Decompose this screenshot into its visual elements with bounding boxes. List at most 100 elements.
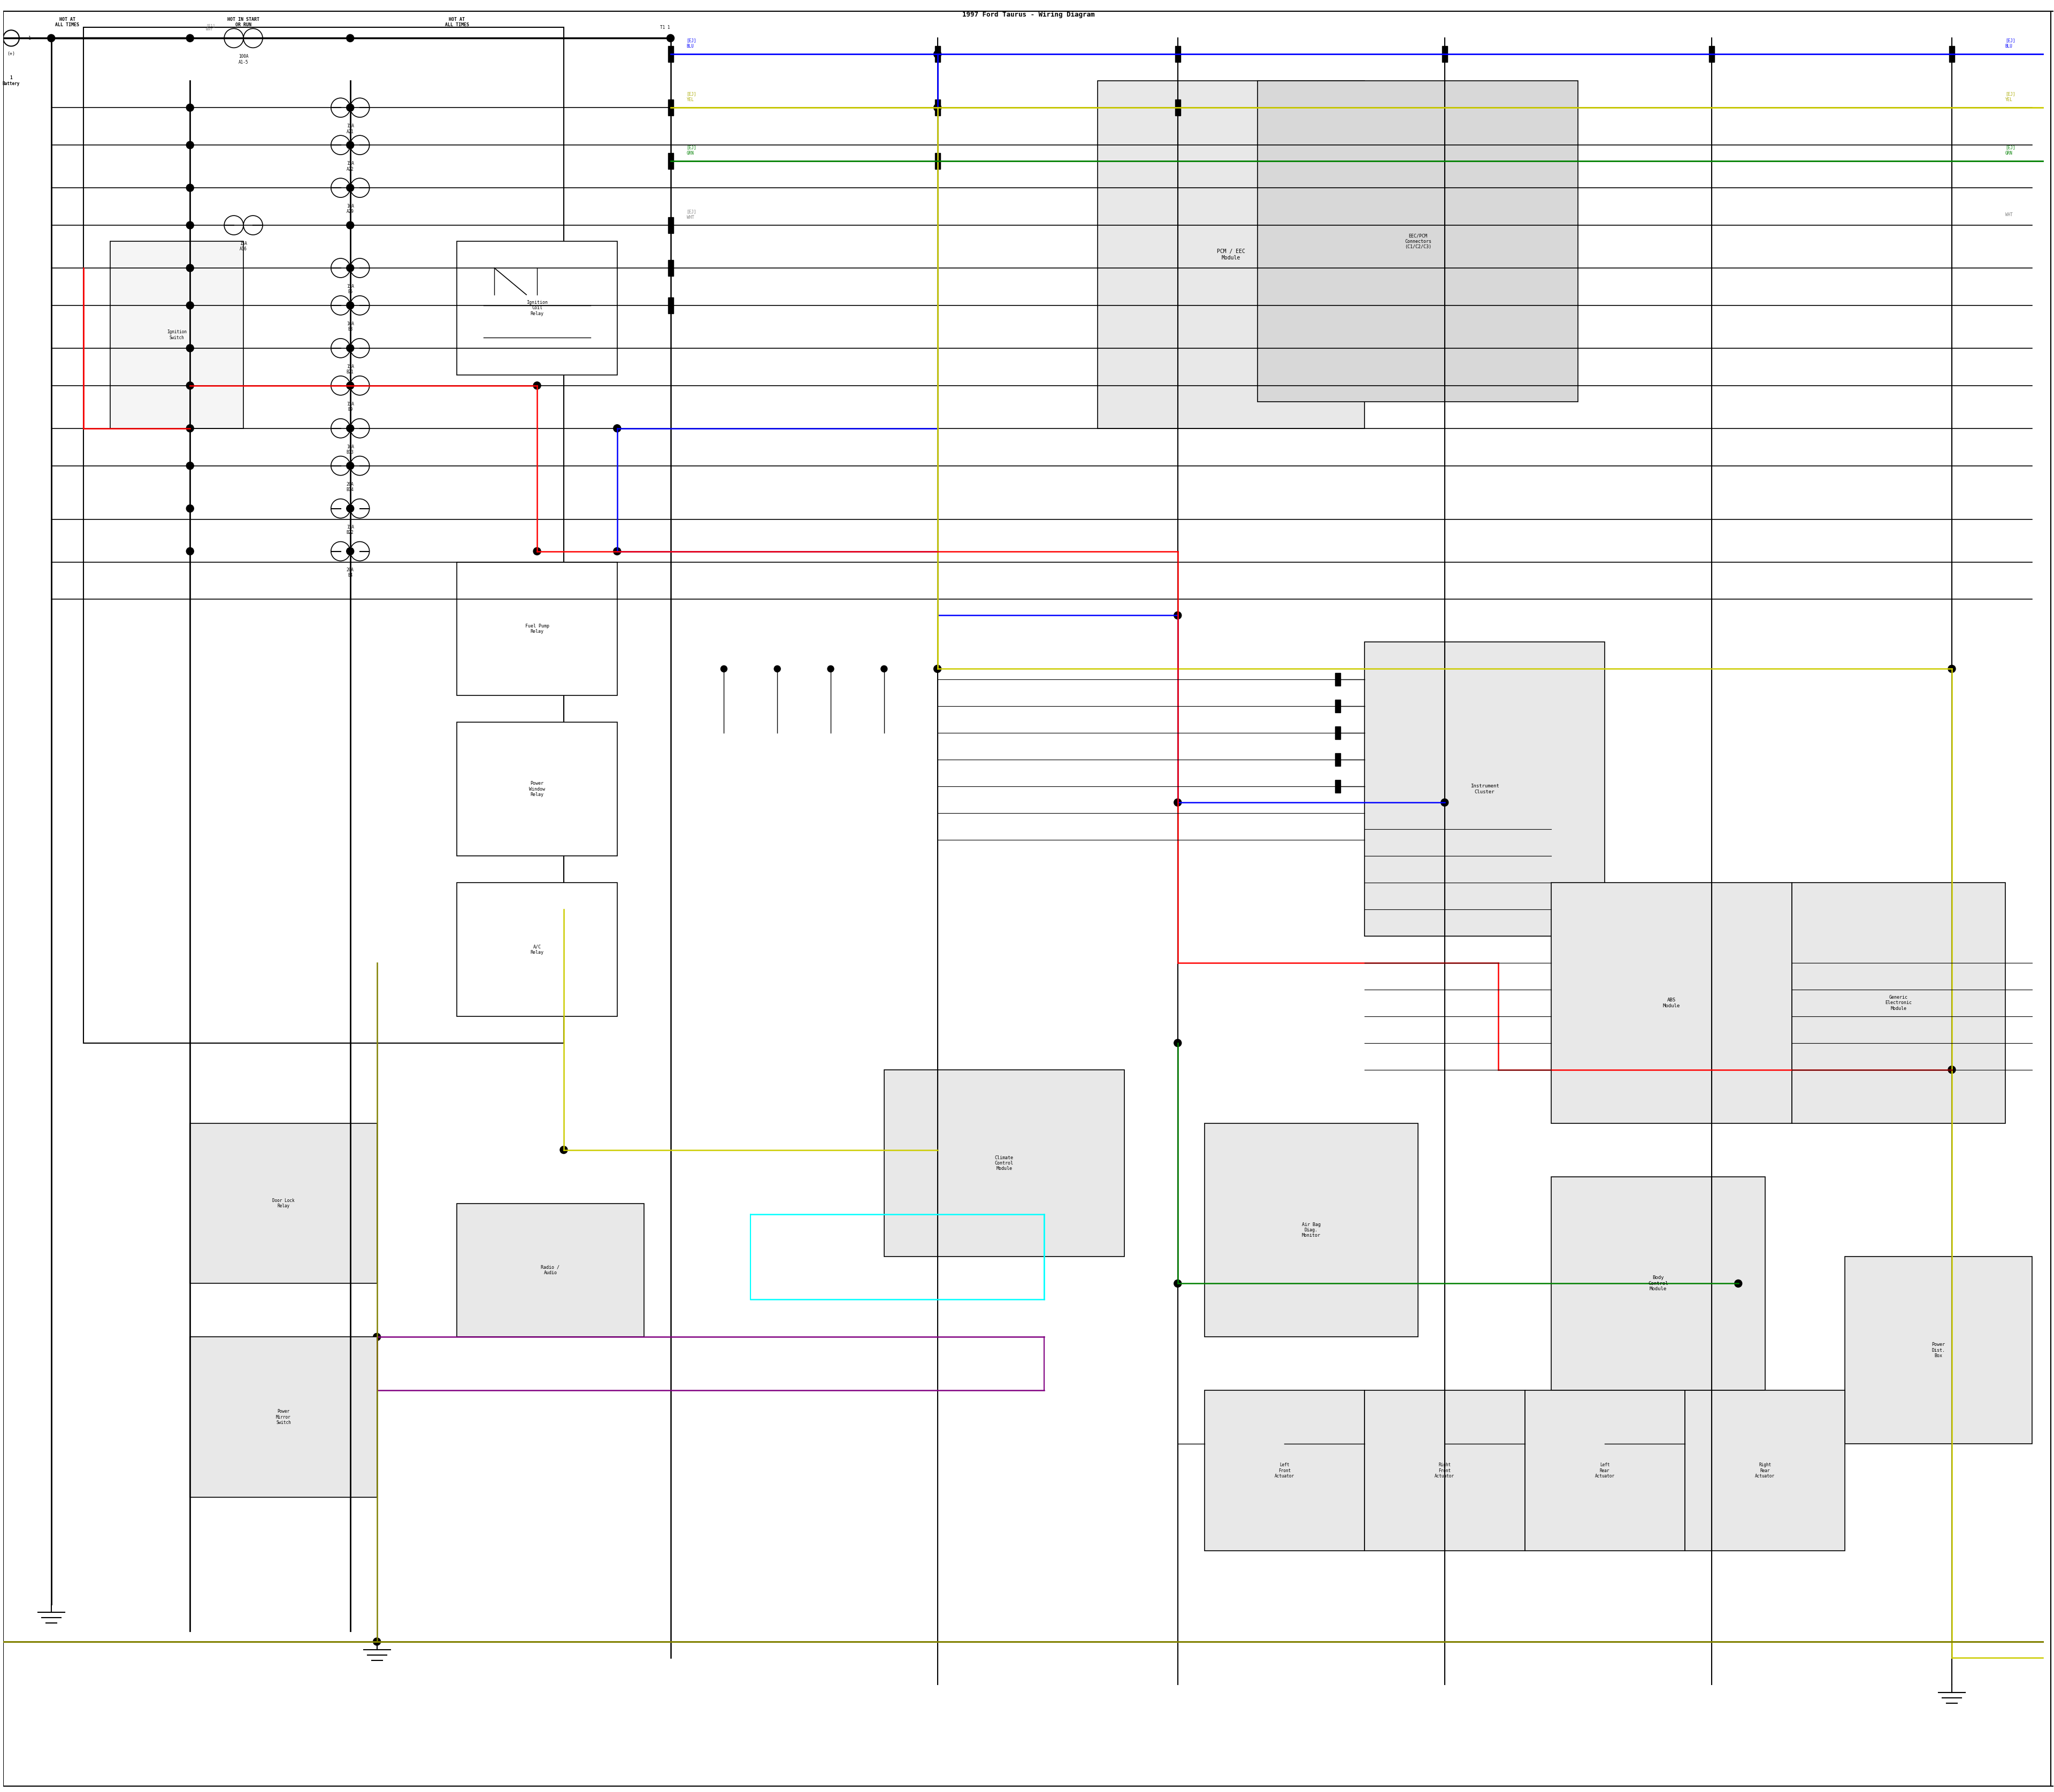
Circle shape: [187, 142, 193, 149]
Circle shape: [774, 665, 781, 672]
Circle shape: [935, 50, 941, 57]
Circle shape: [561, 1147, 567, 1154]
Bar: [191, 1124, 376, 1283]
Circle shape: [828, 665, 834, 672]
Text: Radio /
Audio: Radio / Audio: [540, 1265, 561, 1276]
Bar: [1551, 1177, 1764, 1391]
Circle shape: [187, 462, 193, 470]
Circle shape: [347, 548, 353, 556]
Bar: [1364, 642, 1604, 935]
Bar: [191, 1337, 376, 1498]
Circle shape: [347, 382, 353, 389]
Text: [EJ]
GRN: [EJ] GRN: [2005, 145, 2015, 156]
Circle shape: [614, 425, 620, 432]
Text: 10A
A29: 10A A29: [347, 204, 353, 215]
Bar: [1684, 1391, 1844, 1550]
Text: HOT IN START
OR RUN: HOT IN START OR RUN: [228, 16, 259, 27]
Text: 15A
B5: 15A B5: [347, 283, 353, 294]
Text: 20A
B4: 20A B4: [347, 568, 353, 577]
Circle shape: [187, 185, 193, 192]
Bar: [1709, 47, 1715, 63]
Circle shape: [347, 222, 353, 229]
Bar: [1844, 1256, 2031, 1444]
Bar: [1335, 726, 1341, 740]
Circle shape: [347, 34, 353, 41]
Text: [EJ]
GRN: [EJ] GRN: [686, 145, 696, 156]
Circle shape: [187, 263, 193, 272]
Bar: [668, 100, 674, 116]
Text: HOT AT
ALL TIMES: HOT AT ALL TIMES: [55, 16, 80, 27]
Text: Fuel Pump
Relay: Fuel Pump Relay: [526, 624, 548, 634]
Circle shape: [347, 185, 353, 192]
Circle shape: [374, 1638, 380, 1645]
Text: 10A
B13: 10A B13: [347, 444, 353, 455]
Text: Instrument
Cluster: Instrument Cluster: [1471, 783, 1499, 794]
Bar: [1175, 100, 1181, 116]
Circle shape: [347, 344, 353, 351]
Text: WHT: WHT: [2005, 211, 2013, 217]
Text: Power
Window
Relay: Power Window Relay: [530, 781, 544, 797]
Text: Right
Rear
Actuator: Right Rear Actuator: [1754, 1462, 1775, 1478]
Bar: [1204, 1124, 1417, 1337]
Text: Air Bag
Diag.
Monitor: Air Bag Diag. Monitor: [1302, 1222, 1321, 1238]
Bar: [1335, 674, 1341, 686]
Circle shape: [534, 548, 540, 556]
Bar: [456, 1202, 643, 1337]
Bar: [1364, 1391, 1524, 1550]
Text: 1: 1: [29, 36, 31, 41]
Circle shape: [187, 104, 193, 111]
Text: HOT AT
ALL TIMES: HOT AT ALL TIMES: [446, 16, 468, 27]
Bar: [668, 260, 674, 276]
Bar: [456, 242, 616, 375]
Text: 15A
B22: 15A B22: [347, 525, 353, 536]
Bar: [1551, 883, 1791, 1124]
Text: [EJ]
WHT: [EJ] WHT: [686, 210, 696, 220]
Circle shape: [347, 142, 353, 149]
Circle shape: [1175, 611, 1181, 620]
Circle shape: [347, 104, 353, 111]
Circle shape: [614, 548, 620, 556]
Text: 20A
B14: 20A B14: [347, 482, 353, 493]
Text: 15A
B9: 15A B9: [347, 401, 353, 412]
Circle shape: [347, 425, 353, 432]
Circle shape: [347, 301, 353, 310]
Bar: [1335, 780, 1341, 792]
Bar: [1442, 100, 1448, 116]
Text: Left
Rear
Actuator: Left Rear Actuator: [1594, 1462, 1614, 1478]
Bar: [1949, 47, 1955, 63]
Circle shape: [1175, 799, 1181, 806]
Text: 15A
A16: 15A A16: [240, 242, 246, 251]
Bar: [111, 242, 244, 428]
Bar: [1442, 47, 1448, 63]
Text: [EJ]
BLU: [EJ] BLU: [2005, 38, 2015, 48]
Text: Ignition
Switch: Ignition Switch: [166, 330, 187, 340]
Text: 1
Battery: 1 Battery: [2, 75, 21, 86]
Text: 1997 Ford Taurus - Wiring Diagram: 1997 Ford Taurus - Wiring Diagram: [961, 11, 1095, 18]
Text: [EJ]
YEL: [EJ] YEL: [686, 91, 696, 102]
Circle shape: [534, 382, 540, 389]
Circle shape: [347, 462, 353, 470]
Bar: [668, 152, 674, 168]
Text: ABS
Module: ABS Module: [1664, 998, 1680, 1009]
Bar: [1175, 47, 1181, 63]
Bar: [1791, 883, 2005, 1124]
Circle shape: [721, 665, 727, 672]
Bar: [1335, 701, 1341, 713]
Circle shape: [187, 505, 193, 513]
Circle shape: [187, 425, 193, 432]
Bar: [1524, 1391, 1684, 1550]
Bar: [935, 100, 941, 116]
Circle shape: [187, 34, 193, 41]
Text: Body
Control
Module: Body Control Module: [1647, 1276, 1668, 1292]
Bar: [668, 297, 674, 314]
Circle shape: [347, 263, 353, 272]
Bar: [883, 1070, 1124, 1256]
Circle shape: [1734, 1279, 1742, 1287]
Circle shape: [1947, 665, 1955, 672]
Circle shape: [47, 34, 55, 41]
Bar: [935, 47, 941, 63]
Circle shape: [1175, 1279, 1181, 1287]
Text: [EJ]
BLU: [EJ] BLU: [686, 38, 696, 48]
Text: Ignition
Coil
Relay: Ignition Coil Relay: [526, 299, 548, 315]
Text: 15A
A22: 15A A22: [347, 161, 353, 172]
